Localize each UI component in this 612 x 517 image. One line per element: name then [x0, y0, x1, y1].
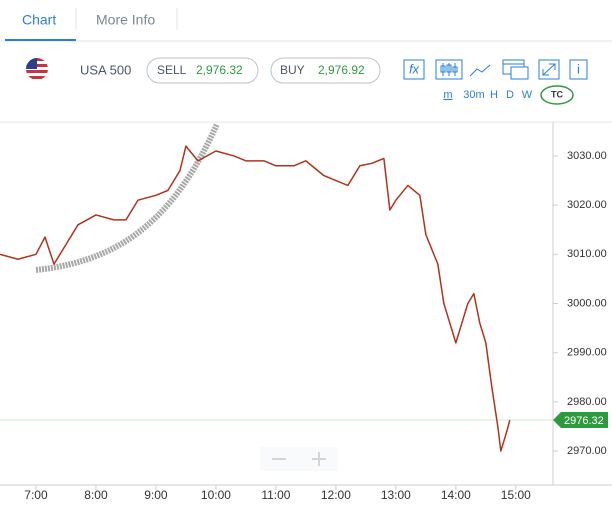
- x-tick-label: 10:00: [201, 488, 231, 502]
- x-tick-label: 13:00: [381, 488, 411, 502]
- y-tick-label: 3000.00: [567, 297, 607, 309]
- buy-price: 2,976.92: [318, 63, 365, 77]
- fx-button-text: fx: [409, 61, 420, 76]
- tc-badge[interactable]: [540, 85, 574, 105]
- y-tick-label: 3010.00: [567, 248, 607, 260]
- tab-more-info[interactable]: More Info: [96, 12, 155, 28]
- x-tick-label: 7:00: [24, 488, 48, 502]
- x-tick-label: 9:00: [144, 488, 168, 502]
- zoom-controls: [260, 447, 338, 471]
- buy-button[interactable]: [270, 57, 381, 84]
- tc-badge-text: TC: [551, 89, 563, 99]
- buy-label: BUY: [280, 63, 305, 77]
- timeframe-option[interactable]: m: [443, 89, 452, 101]
- y-tick-label: 3020.00: [567, 199, 607, 211]
- timeframe-option[interactable]: D: [506, 89, 514, 101]
- sell-price: 2,976.32: [196, 63, 243, 77]
- instrument-name: USA 500: [80, 62, 131, 77]
- y-tick-label: 2980.00: [567, 396, 607, 408]
- timeframe-option[interactable]: 30m: [463, 89, 484, 101]
- x-tick-label: 11:00: [261, 488, 290, 502]
- zoom-panel: [260, 447, 338, 471]
- y-tick-label: 2990.00: [567, 347, 607, 359]
- x-tick-label: 8:00: [84, 488, 108, 502]
- sell-label: SELL: [157, 63, 187, 77]
- info-button[interactable]: [569, 59, 588, 80]
- line-type-button[interactable]: [469, 64, 491, 77]
- last-price-label: 2976.32: [564, 415, 604, 427]
- sell-button[interactable]: [146, 57, 259, 84]
- expand-button[interactable]: [538, 59, 560, 80]
- timeframe-option[interactable]: H: [490, 89, 498, 101]
- zoom-in-button[interactable]: [312, 452, 326, 466]
- candle-type-button[interactable]: [435, 59, 463, 80]
- y-tick-label: 3030.00: [567, 150, 607, 162]
- flag-icon: [26, 58, 48, 80]
- window-button[interactable]: [502, 59, 529, 80]
- info-button-text: i: [577, 61, 580, 76]
- fx-button[interactable]: [403, 59, 425, 80]
- tab-chart[interactable]: Chart: [22, 12, 56, 28]
- y-tick-label: 2970.00: [567, 445, 607, 457]
- price-line: [0, 145, 511, 452]
- last-price-tag: [553, 411, 608, 428]
- timeframe-option[interactable]: W: [522, 89, 533, 101]
- x-tick-label: 15:00: [501, 488, 531, 502]
- x-tick-label: 14:00: [441, 488, 471, 502]
- x-tick-label: 12:00: [321, 488, 351, 502]
